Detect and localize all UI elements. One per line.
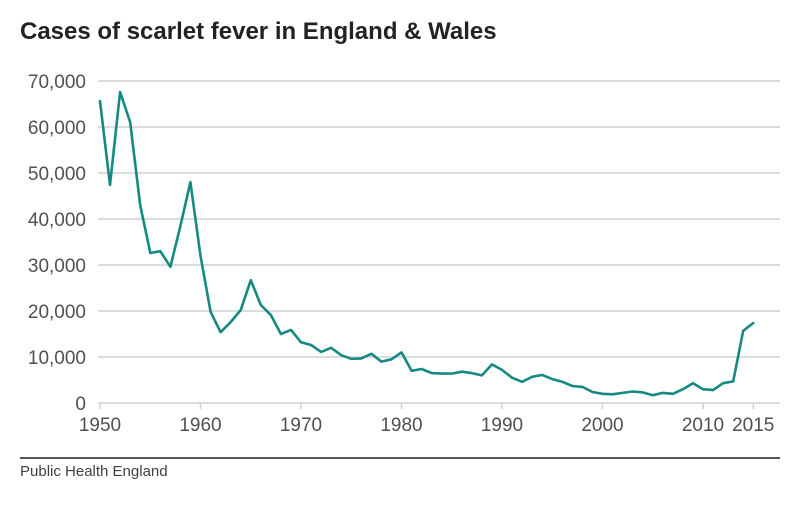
cases-line (98, 90, 755, 397)
x-tick-label: 2000 (581, 415, 623, 436)
y-tick-label: 70,000 (28, 72, 86, 93)
y-tick-label: 10,000 (28, 348, 86, 369)
x-tick-label: 1990 (481, 415, 523, 436)
y-tick-label: 30,000 (28, 256, 86, 277)
gridlines (98, 80, 780, 404)
y-tick-label: 60,000 (28, 118, 86, 139)
y-axis-ticks: 0 10,000 20,000 30,000 40,000 50,000 60,000 70,… (28, 72, 86, 415)
x-tick-label: 2010 (682, 415, 724, 436)
y-tick-label: 0 (75, 394, 86, 415)
chart-title: Cases of scarlet fever in England & Wale… (20, 18, 497, 45)
x-tick-label: 1950 (79, 415, 121, 436)
source-divider (20, 457, 780, 459)
source-label: Public Health England (20, 463, 168, 480)
y-tick-label: 40,000 (28, 210, 86, 231)
x-axis-ticks: 1950 1960 1970 1980 1990 2000 2010 2015 (79, 403, 774, 436)
y-tick-label: 50,000 (28, 164, 86, 185)
x-tick-label: 2015 (732, 415, 774, 436)
y-tick-label: 20,000 (28, 302, 86, 323)
x-tick-label: 1970 (280, 415, 322, 436)
x-tick-label: 1980 (380, 415, 422, 436)
x-tick-label: 1960 (179, 415, 221, 436)
